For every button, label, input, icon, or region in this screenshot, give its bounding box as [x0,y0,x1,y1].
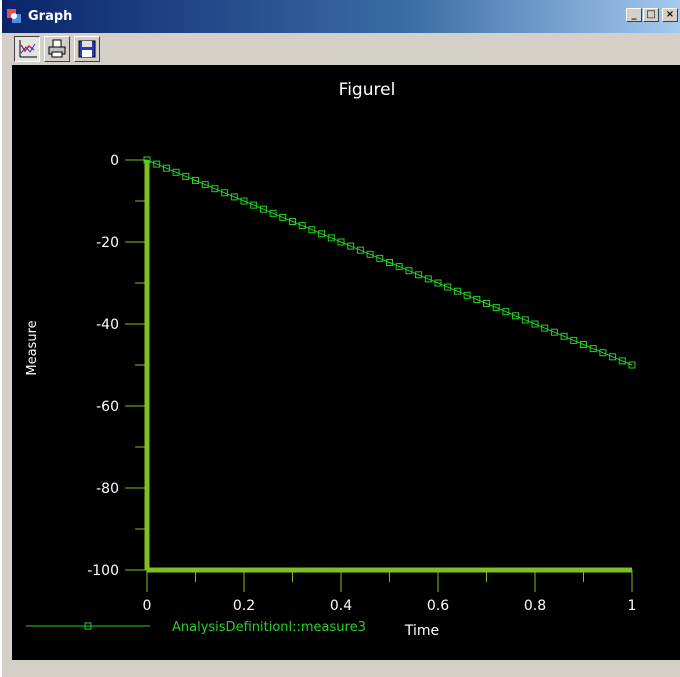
data-point [415,271,423,279]
data-point [628,361,636,369]
data-point [347,242,355,250]
maximize-button[interactable]: □ [643,8,659,22]
app-icon [7,9,21,23]
data-point [521,316,529,324]
data-point [298,222,306,230]
data-point [405,267,413,275]
data-point [279,213,287,221]
save-button[interactable] [74,36,100,62]
y-tick-label: -20 [96,235,119,251]
data-point [153,160,161,168]
data-point [289,218,296,225]
data-point [599,349,607,357]
y-tick-label: -80 [96,481,119,497]
window-title: Graph [28,9,73,24]
x-tick-label: 0.2 [233,598,255,614]
data-point [162,164,170,172]
title-bar[interactable]: Graph _ □ × [2,0,680,33]
data-point [541,324,549,332]
data-point [337,238,345,246]
data-point [589,345,597,353]
data-point [182,172,190,180]
axes [144,160,632,573]
data-point [308,226,316,234]
data-point [250,201,258,209]
y-axis-label: Measure [25,320,40,375]
data-point [580,341,587,348]
chart-icon [19,40,37,58]
series-line [146,159,633,366]
data-point [221,189,229,197]
data-point [609,353,617,361]
x-tick-label: 0.6 [427,598,449,614]
chart-tool-button[interactable] [14,36,40,62]
data-point [259,205,267,213]
data-point [473,295,481,303]
minimize-button[interactable]: _ [626,8,642,22]
data-point [172,168,180,176]
x-tick-label: 1 [628,598,637,614]
legend-marker [84,622,92,630]
data-point [366,250,374,258]
data-point [463,291,471,299]
data-point [230,193,238,201]
legend-label: AnalysisDefinitionl::measure3 [172,620,366,635]
data-point [376,254,384,262]
data-point [618,357,626,365]
legend: AnalysisDefinitionl::measure3 [26,620,366,635]
y-tick-label: -100 [87,563,119,579]
data-point [356,246,364,254]
data-point [211,185,219,193]
data-point [492,304,500,312]
x-tick-label: 0.8 [524,598,546,614]
y-tick-label: -60 [96,399,119,415]
close-button[interactable]: × [662,8,678,22]
data-point [560,332,568,340]
y-tick-label: -40 [96,317,119,333]
data-point [531,320,539,328]
print-icon [48,39,66,58]
data-point [192,177,199,184]
data-point [434,279,442,287]
x-tick-label: 0.4 [330,598,352,614]
data-point [444,283,452,291]
chart-title: Figurel [339,80,396,100]
data-point [269,209,277,217]
save-icon [78,40,96,58]
data-point [318,230,326,238]
data-point [550,328,558,336]
x-axis-label: Time [404,623,439,639]
y-tick-label: 0 [110,153,119,169]
data-point [201,181,209,189]
x-tick-label: 0 [143,598,152,614]
data-point [483,300,490,307]
data-point [143,156,151,164]
data-point [327,234,335,242]
plot-area: Figurel Measure Time 0 -20 -40 -60 -80 -100 0 0… [12,65,680,660]
data-point [395,263,403,271]
ticks: 0 -20 -40 -60 -80 -100 0 0.2 0.4 0.6 0.8 1 [87,153,636,614]
toolbar [2,33,680,65]
data-point [512,312,520,320]
data-point [386,259,393,266]
print-button[interactable] [44,36,70,62]
data-point [502,308,510,316]
data-point [240,197,248,205]
series-group [143,156,636,369]
data-point [570,336,578,344]
data-point [424,275,432,283]
data-point [453,287,461,295]
